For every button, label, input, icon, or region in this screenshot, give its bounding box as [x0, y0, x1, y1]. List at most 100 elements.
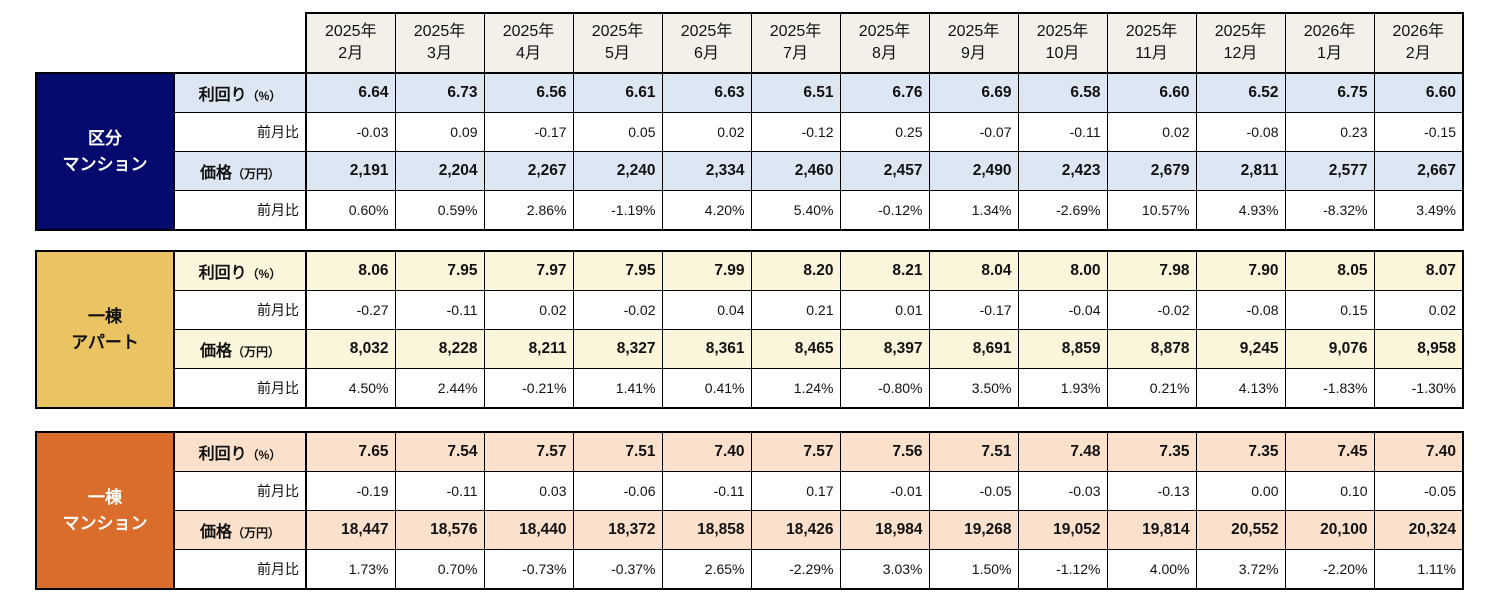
- yield-value-cell: 7.97: [483, 250, 574, 291]
- yield-value-cell: 6.69: [928, 72, 1019, 113]
- row-label-text: 利回り: [198, 265, 247, 282]
- yield-mom-cell: -0.03: [1017, 471, 1108, 511]
- month-label: 6月: [694, 45, 719, 62]
- section-label-line: マンション: [62, 154, 148, 174]
- yield-mom-cell: -0.03: [305, 112, 396, 152]
- yield-value-cell: 6.76: [839, 72, 930, 113]
- month-year-label: 2026年: [1392, 22, 1445, 40]
- itto-mansion-table: 一棟 マンション 利回り（%） 7.65 7.54 7.57 7.51 7.40 7.57 7.5…: [35, 431, 1464, 590]
- row-label-unit: （%）: [246, 267, 282, 281]
- price-value-cell: 18,440: [483, 510, 574, 550]
- price-mom-cell: 10.57%: [1106, 190, 1197, 231]
- yield-value-cell: 8.00: [1017, 250, 1108, 291]
- price-value-cell: 2,204: [394, 151, 485, 191]
- row-label-text: 利回り: [198, 87, 247, 104]
- price-value-cell: 2,334: [661, 151, 752, 191]
- yield-mom-cell: 0.17: [750, 471, 841, 511]
- price-mom-cell: 2.44%: [394, 368, 485, 409]
- row-label-mom: 前月比: [173, 190, 307, 231]
- month-label: 1月: [1317, 45, 1342, 62]
- yield-mom-cell: -0.08: [1195, 112, 1286, 152]
- yield-mom-cell: 0.25: [839, 112, 930, 152]
- yield-value-cell: 7.57: [750, 431, 841, 472]
- month-year-label: 2025年: [1125, 22, 1178, 40]
- price-value-cell: 8,958: [1373, 329, 1464, 369]
- table-row: 前月比 -0.19 -0.11 0.03 -0.06 -0.11 0.17 -0.01 -0.0…: [36, 471, 1464, 511]
- row-label-unit: （%）: [246, 448, 282, 462]
- yield-value-cell: 6.56: [483, 72, 574, 113]
- yield-mom-cell: -0.06: [572, 471, 663, 511]
- row-label-price: 価格（万円）: [173, 151, 307, 191]
- row-label-text: 利回り: [198, 446, 247, 463]
- table-row: 前月比 4.50% 2.44% -0.21% 1.41% 0.41% 1.24% -0.80%…: [36, 368, 1464, 409]
- yield-mom-cell: -0.15: [1373, 112, 1464, 152]
- month-year-label: 2025年: [591, 22, 644, 40]
- price-value-cell: 2,679: [1106, 151, 1197, 191]
- yield-mom-cell: 0.02: [1373, 290, 1464, 330]
- row-label-unit: （%）: [246, 89, 282, 103]
- month-year-label: 2025年: [769, 22, 822, 40]
- price-mom-cell: 0.41%: [661, 368, 752, 409]
- yield-value-cell: 6.60: [1373, 72, 1464, 113]
- yield-value-cell: 8.20: [750, 250, 841, 291]
- month-year-label: 2025年: [947, 22, 1000, 40]
- price-mom-cell: 2.86%: [483, 190, 574, 231]
- price-value-cell: 2,460: [750, 151, 841, 191]
- yield-value-cell: 8.06: [305, 250, 396, 291]
- price-mom-cell: 4.20%: [661, 190, 752, 231]
- yield-mom-cell: -0.11: [394, 290, 485, 330]
- price-mom-cell: 3.03%: [839, 549, 930, 590]
- month-header-cell: 2025年 11月: [1106, 12, 1197, 74]
- yield-value-cell: 7.48: [1017, 431, 1108, 472]
- price-value-cell: 2,811: [1195, 151, 1286, 191]
- yield-value-cell: 6.51: [750, 72, 841, 113]
- price-value-cell: 8,361: [661, 329, 752, 369]
- month-year-label: 2025年: [1036, 22, 1089, 40]
- price-mom-cell: 3.72%: [1195, 549, 1286, 590]
- table-row: 前月比 0.60% 0.59% 2.86% -1.19% 4.20% 5.40% -0.12%…: [36, 190, 1464, 231]
- yield-value-cell: 6.52: [1195, 72, 1286, 113]
- yield-mom-cell: -0.11: [661, 471, 752, 511]
- price-mom-cell: 1.50%: [928, 549, 1019, 590]
- yield-value-cell: 7.56: [839, 431, 930, 472]
- yield-mom-cell: -0.02: [572, 290, 663, 330]
- yield-mom-cell: 0.01: [839, 290, 930, 330]
- table-row: 一棟 アパート 利回り（%） 8.06 7.95 7.97 7.95 7.99 8.20 8.21…: [35, 250, 1464, 409]
- row-label-price: 価格（万円）: [173, 510, 307, 550]
- table-row: 価格（万円） 18,447 18,576 18,440 18,372 18,858 18,4…: [36, 510, 1464, 550]
- price-value-cell: 8,327: [572, 329, 663, 369]
- month-label: 2月: [1405, 45, 1431, 62]
- price-mom-cell: -0.12%: [839, 190, 930, 231]
- section-label-line: 区分: [88, 129, 122, 148]
- yield-value-cell: 7.65: [305, 431, 396, 472]
- yield-value-cell: 7.99: [661, 250, 752, 291]
- yield-mom-cell: 0.05: [572, 112, 663, 152]
- price-mom-cell: -2.29%: [750, 549, 841, 590]
- itto-apart-table: 一棟 アパート 利回り（%） 8.06 7.95 7.97 7.95 7.99 8.20 8.21…: [35, 250, 1464, 409]
- yield-value-cell: 8.21: [839, 250, 930, 291]
- price-value-cell: 8,032: [305, 329, 396, 369]
- section-label: 一棟 アパート: [35, 250, 175, 409]
- row-label-text: 価格: [199, 165, 232, 182]
- price-mom-cell: 4.93%: [1195, 190, 1286, 231]
- month-label: 2月: [338, 45, 364, 62]
- price-mom-cell: 5.40%: [750, 190, 841, 231]
- month-header-cell: 2025年 7月: [750, 12, 841, 74]
- price-mom-cell: -0.73%: [483, 549, 574, 590]
- price-mom-cell: 0.21%: [1106, 368, 1197, 409]
- yield-value-cell: 7.54: [394, 431, 485, 472]
- yield-mom-cell: -0.07: [928, 112, 1019, 152]
- price-value-cell: 20,552: [1195, 510, 1286, 550]
- price-value-cell: 9,245: [1195, 329, 1286, 369]
- month-header-cell: 2025年 3月: [394, 12, 485, 74]
- month-header-cell: 2026年 1月: [1284, 12, 1375, 74]
- price-mom-cell: -1.83%: [1284, 368, 1375, 409]
- section-label-line: 一棟: [88, 488, 122, 507]
- price-mom-cell: 2.65%: [661, 549, 752, 590]
- price-mom-cell: 1.73%: [305, 549, 396, 590]
- month-header-cell: 2025年 10月: [1017, 12, 1108, 74]
- price-value-cell: 19,814: [1106, 510, 1197, 550]
- price-mom-cell: 4.00%: [1106, 549, 1197, 590]
- price-value-cell: 18,984: [839, 510, 930, 550]
